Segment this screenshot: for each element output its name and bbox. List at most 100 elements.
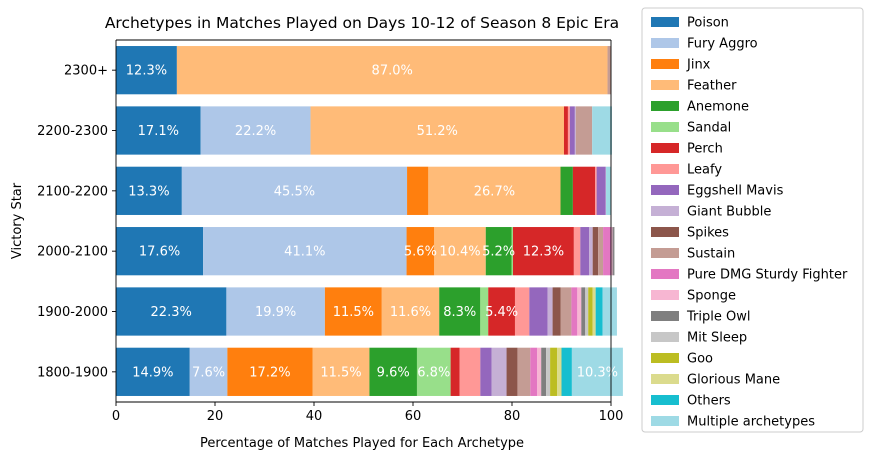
legend-swatch xyxy=(651,164,679,174)
bar-data-label: 12.3% xyxy=(523,245,564,260)
bar-data-label: 11.6% xyxy=(390,305,431,320)
legend-label: Giant Bubble xyxy=(687,205,771,220)
axes-layer: 0 20 40 60 80 100 2300+ 2200-2300 2100-2200 2000-… xyxy=(37,39,624,424)
bar-segment xyxy=(416,347,451,396)
bar-segment xyxy=(585,287,589,336)
bar-segment xyxy=(176,46,608,95)
x-axis-label: Percentage of Matches Played for Each Ar… xyxy=(200,436,524,451)
bar-segment xyxy=(598,227,604,276)
bar-data-label: 26.7% xyxy=(474,184,515,199)
legend-frame xyxy=(641,7,864,433)
bar-segment xyxy=(602,287,617,336)
bar-data-label: 11.5% xyxy=(320,365,361,380)
bar-segment xyxy=(595,166,597,215)
bar-segment xyxy=(480,287,489,336)
legend-label: Jinx xyxy=(686,58,711,73)
bar-segment xyxy=(546,347,551,396)
legend-swatch xyxy=(651,59,679,69)
bar-segment xyxy=(406,227,435,276)
bar-data-label: 5.4% xyxy=(485,305,518,320)
bar-segment xyxy=(592,106,612,155)
bar-segment xyxy=(592,287,596,336)
legend-label: Mit Sleep xyxy=(687,331,747,346)
bar-layer xyxy=(116,46,623,396)
legend-label: Perch xyxy=(687,142,723,157)
x-tick-label: 80 xyxy=(504,409,521,424)
bar-segment xyxy=(529,287,548,336)
bar-segment xyxy=(552,287,561,336)
y-tick-label: 2000-2100 xyxy=(37,245,108,260)
legend-swatch xyxy=(651,122,679,132)
bar-segment xyxy=(567,106,570,155)
bar-segment xyxy=(547,287,553,336)
bar-segment xyxy=(312,347,370,396)
bar-data-label: 87.0% xyxy=(372,64,413,79)
legend-swatch xyxy=(651,248,679,258)
y-tick-label: 2200-2300 xyxy=(37,124,108,139)
bar-segment xyxy=(226,287,325,336)
bar-segment xyxy=(606,166,611,215)
legend-label: Anemone xyxy=(687,100,749,115)
legend-swatch xyxy=(651,227,679,237)
bar-segment xyxy=(459,347,481,396)
legend-swatch xyxy=(651,38,679,48)
bar-data-label: 22.2% xyxy=(235,124,276,139)
y-tick-label: 2300+ xyxy=(64,64,108,79)
y-tick-label: 1800-1900 xyxy=(37,365,108,380)
bar-segment xyxy=(557,347,562,396)
bar-segment xyxy=(571,347,623,396)
bar-data-label: 8.3% xyxy=(443,305,476,320)
bar-segment xyxy=(485,227,512,276)
legend-swatch xyxy=(651,416,679,426)
bar-segment xyxy=(613,227,615,276)
legend-swatch xyxy=(651,80,679,90)
bar-data-label: 11.5% xyxy=(333,305,374,320)
legend-label: Sandal xyxy=(687,121,731,136)
bar-segment xyxy=(116,347,190,396)
bar-segment xyxy=(480,347,492,396)
bar-segment xyxy=(560,287,572,336)
bar-segment xyxy=(610,227,613,276)
bar-segment xyxy=(491,347,507,396)
legend-label: Sponge xyxy=(687,289,736,304)
bar-segment xyxy=(407,166,429,215)
bar-segment xyxy=(203,227,407,276)
x-tick-label: 100 xyxy=(599,409,624,424)
bar-segment xyxy=(588,287,593,336)
x-tick-label: 60 xyxy=(405,409,422,424)
legend-swatch xyxy=(651,143,679,153)
bar-segment xyxy=(517,347,531,396)
legend-label: Goo xyxy=(687,352,713,367)
bar-segment xyxy=(580,227,590,276)
bar-segment xyxy=(560,166,573,215)
y-axis-label: Victory Star xyxy=(10,182,25,259)
bar-segment xyxy=(592,227,599,276)
legend-label: Pure DMG Sturdy Fighter xyxy=(687,268,848,283)
bar-segment xyxy=(369,347,417,396)
bar-data-label: 22.3% xyxy=(151,305,192,320)
bar-data-label: 5.2% xyxy=(482,245,515,260)
x-tick-label: 0 xyxy=(112,409,120,424)
bar-segment xyxy=(589,227,593,276)
bar-data-label: 51.2% xyxy=(417,124,458,139)
bar-data-label: 10.3% xyxy=(577,365,618,380)
legend-swatch xyxy=(651,290,679,300)
bar-data-label: 12.3% xyxy=(126,64,167,79)
bar-segment xyxy=(434,227,486,276)
bar-segment xyxy=(428,166,561,215)
bar-data-label: 17.6% xyxy=(139,245,180,260)
bar-segment xyxy=(572,166,596,215)
chart-title: Archetypes in Matches Played on Days 10-… xyxy=(105,14,619,32)
bar-data-label: 6.8% xyxy=(417,365,450,380)
bar-segment xyxy=(512,227,574,276)
legend-swatch xyxy=(651,374,679,384)
legend-label: Eggshell Mavis xyxy=(687,184,784,199)
bar-segment xyxy=(181,166,408,215)
legend-swatch xyxy=(651,17,679,27)
bar-segment xyxy=(488,287,515,336)
bar-data-label: 19.9% xyxy=(255,305,296,320)
bar-data-label: 45.5% xyxy=(274,184,315,199)
bar-data-label: 9.6% xyxy=(377,365,410,380)
bar-data-label: 13.3% xyxy=(128,184,169,199)
bar-segment xyxy=(514,287,530,336)
